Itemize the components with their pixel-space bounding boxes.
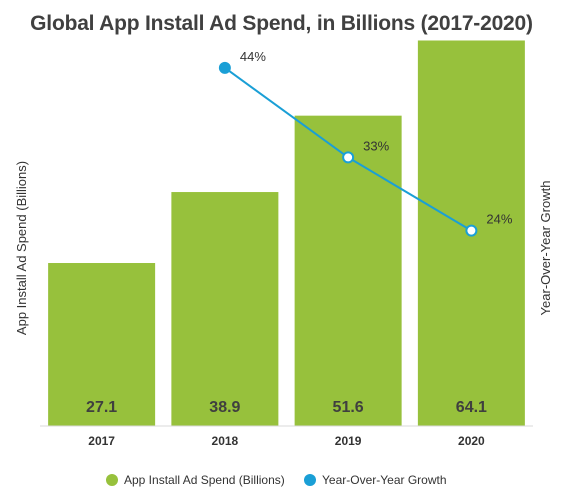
growth-label-2020: 24% [486,212,512,227]
bar-label-2017: 27.1 [86,399,117,416]
bar-label-2020: 64.1 [456,399,487,416]
legend-swatch-spend [106,474,118,486]
bar-2019 [294,115,402,427]
growth-label-2019: 33% [363,138,389,153]
bar-2017 [48,263,156,426]
growth-label-2018: 44% [240,49,266,64]
growth-point-2020 [465,224,478,237]
x-tick-2017: 2017 [88,434,115,448]
legend-label-growth: Year-Over-Year Growth [322,473,447,487]
legend: App Install Ad Spend (Billions) Year-Over… [106,473,447,487]
growth-line-layer: 44% 33% 24% [218,49,513,237]
y-axis-left-title: App Install Ad Spend (Billions) [14,161,29,335]
growth-point-2018 [218,61,231,74]
x-tick-2018: 2018 [212,434,239,448]
chart-title: Global App Install Ad Spend, in Billions… [30,12,533,35]
growth-point-2019 [342,151,355,164]
bars-layer: 27.1 38.9 51.6 64.1 [48,40,525,427]
x-axis-ticks: 2017 2018 2019 2020 [88,434,485,448]
x-tick-2020: 2020 [458,434,485,448]
bar-label-2019: 51.6 [333,399,364,416]
bar-2018 [171,192,279,426]
legend-swatch-growth [304,474,316,486]
bar-label-2018: 38.9 [209,399,240,416]
legend-label-spend: App Install Ad Spend (Billions) [124,473,285,487]
x-tick-2019: 2019 [335,434,362,448]
y-axis-right-title: Year-Over-Year Growth [538,181,553,316]
